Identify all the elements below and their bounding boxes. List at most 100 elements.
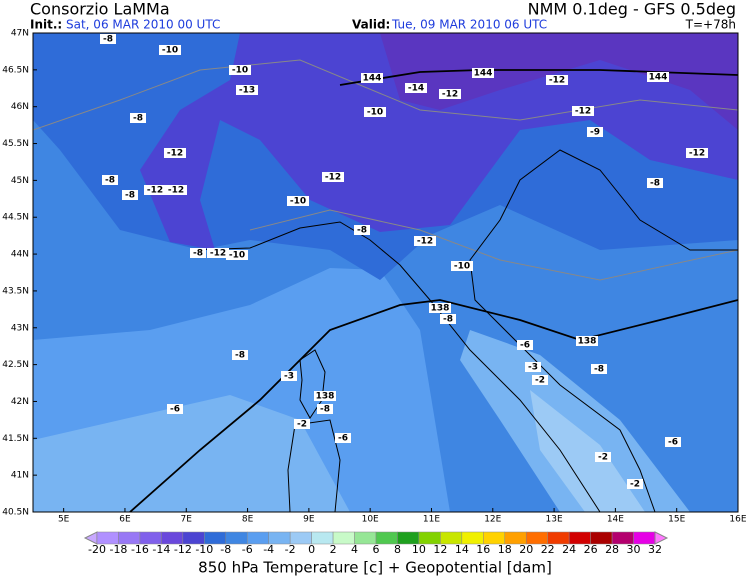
lon-label: 5E bbox=[58, 515, 70, 525]
contour-label: -8 bbox=[594, 365, 604, 375]
field bbox=[460, 330, 690, 512]
contour-label-box bbox=[517, 340, 533, 350]
contour-label-box bbox=[532, 375, 548, 385]
contour-label-box bbox=[576, 336, 598, 346]
contour-label-box bbox=[130, 113, 146, 123]
contour-label-box bbox=[440, 314, 456, 324]
contour-label-box bbox=[665, 437, 681, 447]
contour-label-box bbox=[335, 433, 351, 443]
lon-label: 11E bbox=[423, 515, 440, 525]
lat-label: 41.5N bbox=[2, 434, 29, 444]
contour-label: -12 bbox=[417, 237, 433, 247]
colorbar-label: 18 bbox=[498, 543, 512, 556]
contour-label: -2 bbox=[598, 453, 608, 463]
field bbox=[380, 33, 738, 130]
lat-label: 44.5N bbox=[2, 213, 29, 223]
contour-label: -6 bbox=[170, 405, 180, 415]
contour-label-box bbox=[314, 391, 336, 401]
contour-label-box bbox=[207, 248, 229, 258]
colorbar-label: 12 bbox=[433, 543, 447, 556]
contour-label: -12 bbox=[689, 149, 705, 159]
colorbar-label: -4 bbox=[263, 543, 274, 556]
contour-label-box bbox=[232, 350, 248, 360]
colorbar-label: 28 bbox=[605, 543, 619, 556]
contour-label-box bbox=[354, 225, 370, 235]
contour-label-box bbox=[144, 185, 166, 195]
lon-label: 9E bbox=[303, 515, 315, 525]
contour-label-box bbox=[159, 45, 181, 55]
contour-label-box bbox=[281, 371, 297, 381]
init-value: Sat, 06 MAR 2010 00 UTC bbox=[66, 18, 220, 32]
contour-label: -12 bbox=[167, 149, 183, 159]
contour-label-box bbox=[165, 185, 187, 195]
contour-label: -12 bbox=[168, 186, 184, 196]
colorbar-label: -14 bbox=[152, 543, 170, 556]
colorbar-over bbox=[654, 531, 669, 545]
contour-label: -8 bbox=[133, 114, 143, 124]
colorbar-label: 4 bbox=[351, 543, 358, 556]
contour-label-box bbox=[294, 419, 310, 429]
contour-label: -10 bbox=[367, 108, 383, 118]
colorbar-label: 14 bbox=[455, 543, 469, 556]
lat-label: 42N bbox=[11, 397, 29, 407]
contour-label: -14 bbox=[408, 84, 424, 94]
lon-label: 7E bbox=[181, 515, 193, 525]
contour-label-box bbox=[587, 127, 603, 137]
lat-label: 40.5N bbox=[2, 508, 29, 518]
field bbox=[140, 33, 738, 250]
contour-label-box bbox=[361, 73, 383, 83]
lon-label: 6E bbox=[119, 515, 131, 525]
colorbar-label: -20 bbox=[88, 543, 106, 556]
lat-label: 43.5N bbox=[2, 286, 29, 296]
lat-label: 43N bbox=[11, 323, 29, 333]
contour-label: -8 bbox=[650, 179, 660, 189]
colorbar-label: -10 bbox=[195, 543, 213, 556]
contour-label-box bbox=[364, 107, 386, 117]
lon-label: 16E bbox=[729, 515, 746, 525]
contour-label: -10 bbox=[232, 66, 248, 76]
contour-label-box bbox=[229, 65, 251, 75]
contour-label: -8 bbox=[125, 191, 135, 201]
contour-label-box bbox=[591, 364, 607, 374]
colorbar-label: 20 bbox=[519, 543, 533, 556]
contour-label-box bbox=[451, 261, 473, 271]
contour-label: -12 bbox=[442, 90, 458, 100]
contour-label: -13 bbox=[239, 86, 255, 96]
contour-label: 144 bbox=[363, 74, 382, 84]
contour-label-box bbox=[164, 148, 186, 158]
colorbar-label: 8 bbox=[394, 543, 401, 556]
lon-label: 15E bbox=[668, 515, 685, 525]
island bbox=[287, 349, 341, 512]
lat-label: 45N bbox=[11, 176, 29, 186]
contour-label-box bbox=[647, 72, 669, 82]
contour-label-box bbox=[686, 148, 708, 158]
lon-label: 13E bbox=[546, 515, 563, 525]
colorbar-label: 2 bbox=[330, 543, 337, 556]
contour-label: -12 bbox=[325, 173, 341, 183]
contour-label-box bbox=[236, 85, 258, 95]
map-fields bbox=[33, 33, 738, 512]
contour-label: -8 bbox=[320, 405, 330, 415]
colorbar-label: 32 bbox=[648, 543, 662, 556]
lat-label: 47N bbox=[11, 29, 29, 39]
colorbar-label: 10 bbox=[412, 543, 426, 556]
contour-label: -10 bbox=[454, 262, 470, 272]
contour-label: -3 bbox=[284, 372, 294, 382]
contour-label: -8 bbox=[105, 176, 115, 186]
caption: 850 hPa Temperature [c] + Geopotential [… bbox=[198, 559, 552, 577]
lat-label: 46.5N bbox=[2, 65, 29, 75]
contour-label: 138 bbox=[431, 304, 450, 314]
contour-label: -8 bbox=[357, 226, 367, 236]
colorbar-label: -2 bbox=[285, 543, 296, 556]
contour-label-box bbox=[627, 479, 643, 489]
coastline bbox=[189, 149, 738, 512]
border bbox=[33, 59, 738, 281]
contour-label-box bbox=[472, 68, 494, 78]
colorbar-label: -8 bbox=[220, 543, 231, 556]
forecast-step: T=+78h bbox=[685, 18, 736, 32]
contour-label: -12 bbox=[147, 186, 163, 196]
contour-label-box bbox=[122, 190, 138, 200]
contour-label: 144 bbox=[474, 69, 493, 79]
contour-label: -2 bbox=[297, 420, 307, 430]
